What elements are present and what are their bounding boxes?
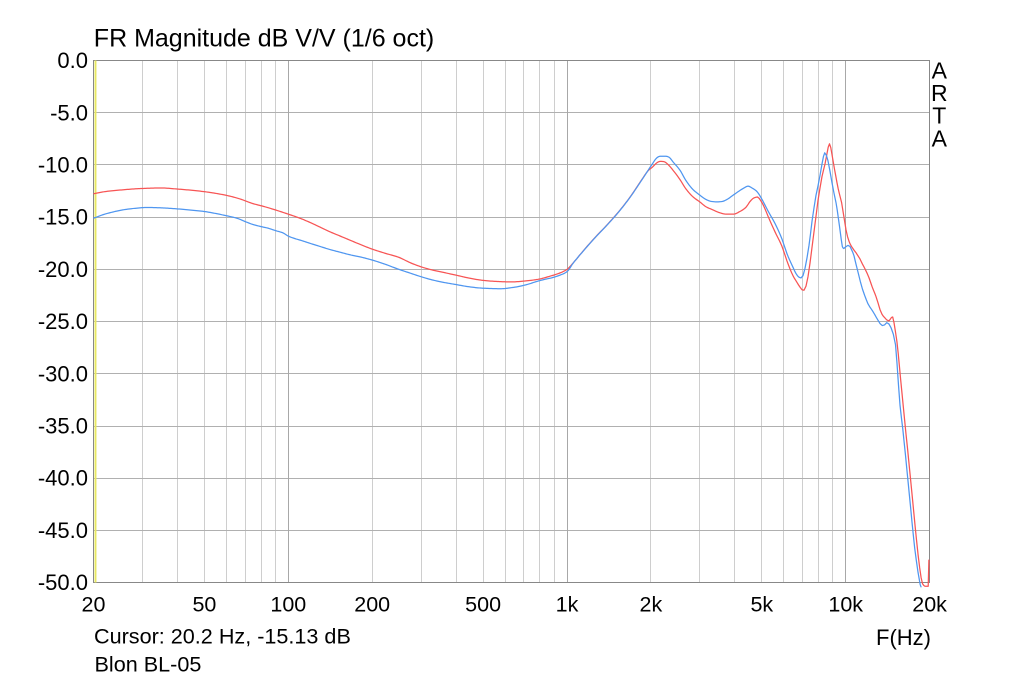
- svg-text:-50.0: -50.0: [38, 570, 88, 595]
- svg-text:-40.0: -40.0: [38, 466, 88, 491]
- svg-text:FR Magnitude dB V/V (1/6 oct): FR Magnitude dB V/V (1/6 oct): [94, 25, 434, 53]
- svg-text:-45.0: -45.0: [38, 518, 88, 543]
- svg-text:50: 50: [192, 592, 216, 616]
- svg-text:-30.0: -30.0: [38, 361, 88, 386]
- svg-text:F(Hz): F(Hz): [876, 625, 931, 650]
- svg-text:10k: 10k: [828, 592, 863, 616]
- svg-text:2k: 2k: [640, 592, 663, 616]
- svg-text:0.0: 0.0: [57, 48, 88, 73]
- svg-text:1k: 1k: [556, 592, 579, 616]
- svg-text:-10.0: -10.0: [38, 153, 88, 178]
- svg-text:-5.0: -5.0: [50, 100, 88, 125]
- svg-text:-20.0: -20.0: [38, 257, 88, 282]
- svg-text:500: 500: [465, 592, 501, 616]
- svg-text:Blon BL-05: Blon BL-05: [95, 652, 202, 677]
- svg-text:-25.0: -25.0: [38, 309, 88, 334]
- svg-text:R: R: [931, 80, 948, 106]
- svg-text:200: 200: [354, 592, 390, 616]
- svg-text:Cursor: 20.2 Hz, -15.13 dB: Cursor: 20.2 Hz, -15.13 dB: [94, 624, 351, 649]
- svg-text:A: A: [932, 125, 948, 151]
- svg-text:20k: 20k: [912, 592, 947, 616]
- svg-text:A: A: [932, 58, 948, 84]
- svg-text:-15.0: -15.0: [38, 205, 88, 230]
- svg-text:-35.0: -35.0: [38, 414, 88, 439]
- svg-text:5k: 5k: [750, 592, 773, 616]
- svg-text:20: 20: [82, 592, 106, 616]
- svg-text:T: T: [932, 103, 946, 129]
- svg-text:100: 100: [270, 592, 306, 616]
